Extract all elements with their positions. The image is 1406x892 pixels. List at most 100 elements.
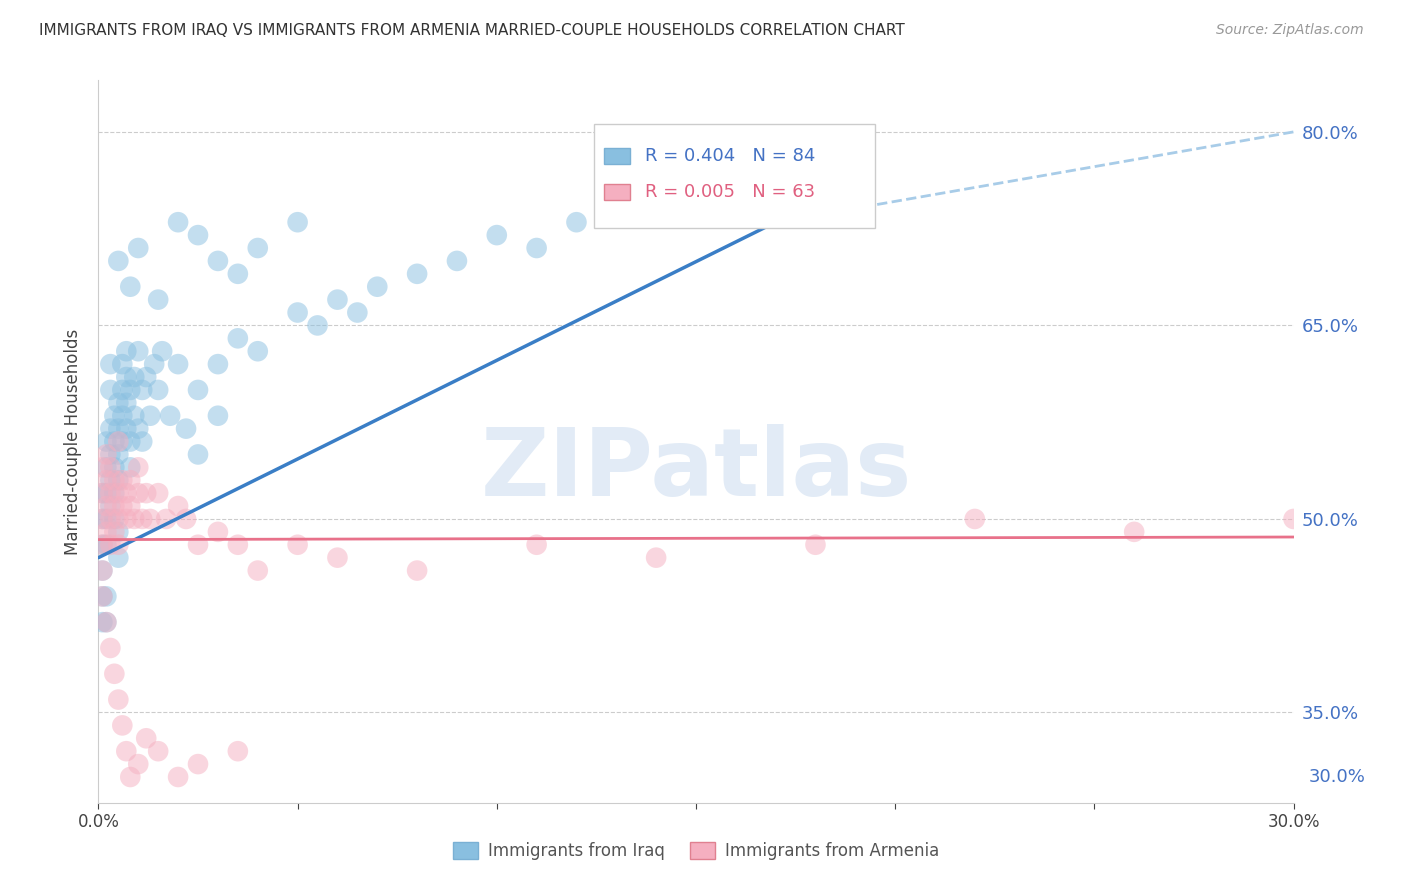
Point: [207, 409, 229, 423]
Point: [1282, 512, 1305, 526]
Point: [131, 434, 153, 449]
Point: [98, 383, 122, 397]
Text: R = 0.005   N = 63: R = 0.005 N = 63: [644, 183, 814, 202]
Point: [124, 370, 146, 384]
Point: [226, 538, 249, 552]
Point: [107, 692, 129, 706]
Point: [1123, 524, 1146, 539]
Text: 30.0%: 30.0%: [1309, 768, 1367, 786]
Point: [167, 770, 190, 784]
Point: [446, 254, 468, 268]
Point: [98, 473, 122, 487]
Point: [127, 344, 149, 359]
Point: [565, 215, 588, 229]
Point: [131, 512, 153, 526]
Point: [91, 512, 114, 526]
Point: [139, 409, 162, 423]
Point: [724, 189, 747, 203]
Point: [111, 499, 134, 513]
Point: [127, 486, 149, 500]
Point: [107, 473, 129, 487]
Point: [226, 331, 249, 345]
Point: [148, 383, 170, 397]
Point: [120, 434, 142, 449]
Point: [485, 228, 508, 243]
Point: [96, 473, 118, 487]
FancyBboxPatch shape: [605, 185, 630, 200]
Point: [98, 499, 122, 513]
Point: [103, 512, 125, 526]
Point: [127, 757, 149, 772]
Point: [167, 357, 190, 371]
Point: [135, 486, 157, 500]
Point: [107, 512, 129, 526]
Point: [120, 770, 142, 784]
Point: [103, 666, 125, 681]
Point: [96, 615, 118, 630]
Point: [98, 640, 122, 655]
Point: [91, 564, 114, 578]
Point: [96, 486, 118, 500]
Point: [167, 215, 190, 229]
Point: [135, 370, 157, 384]
Point: [98, 538, 122, 552]
Point: [96, 434, 118, 449]
Legend: Immigrants from Iraq, Immigrants from Armenia: Immigrants from Iraq, Immigrants from Ar…: [446, 835, 946, 867]
Point: [91, 486, 114, 500]
Point: [111, 357, 134, 371]
Point: [91, 590, 114, 604]
Point: [155, 512, 177, 526]
Point: [131, 383, 153, 397]
Point: [107, 254, 129, 268]
Point: [143, 357, 166, 371]
Y-axis label: Married-couple Households: Married-couple Households: [65, 328, 83, 555]
Point: [98, 512, 122, 526]
Point: [120, 460, 142, 475]
Point: [127, 241, 149, 255]
Point: [91, 590, 114, 604]
Point: [406, 564, 429, 578]
Point: [167, 499, 190, 513]
Point: [107, 550, 129, 565]
Point: [226, 267, 249, 281]
Point: [150, 344, 173, 359]
Point: [526, 538, 548, 552]
Point: [96, 512, 118, 526]
Point: [96, 524, 118, 539]
Point: [287, 215, 309, 229]
Point: [246, 564, 269, 578]
Point: [963, 512, 986, 526]
Point: [111, 473, 134, 487]
Point: [246, 241, 269, 255]
Point: [645, 202, 668, 217]
Point: [107, 434, 129, 449]
Point: [107, 486, 129, 500]
Point: [115, 744, 138, 758]
Point: [91, 460, 114, 475]
Point: [115, 370, 138, 384]
FancyBboxPatch shape: [595, 124, 875, 228]
Point: [98, 447, 122, 461]
Point: [115, 396, 138, 410]
Point: [96, 499, 118, 513]
Point: [111, 718, 134, 732]
Point: [107, 538, 129, 552]
Point: [107, 396, 129, 410]
Point: [98, 460, 122, 475]
Point: [103, 409, 125, 423]
Point: [115, 512, 138, 526]
Point: [804, 538, 827, 552]
Point: [207, 254, 229, 268]
Point: [159, 409, 181, 423]
Text: IMMIGRANTS FROM IRAQ VS IMMIGRANTS FROM ARMENIA MARRIED-COUPLE HOUSEHOLDS CORREL: IMMIGRANTS FROM IRAQ VS IMMIGRANTS FROM …: [39, 23, 905, 38]
Point: [120, 279, 142, 293]
Point: [346, 305, 368, 319]
Point: [148, 293, 170, 307]
FancyBboxPatch shape: [605, 148, 630, 164]
Point: [135, 731, 157, 746]
Point: [91, 512, 114, 526]
Point: [91, 486, 114, 500]
Point: [115, 344, 138, 359]
Point: [246, 344, 269, 359]
Point: [326, 293, 349, 307]
